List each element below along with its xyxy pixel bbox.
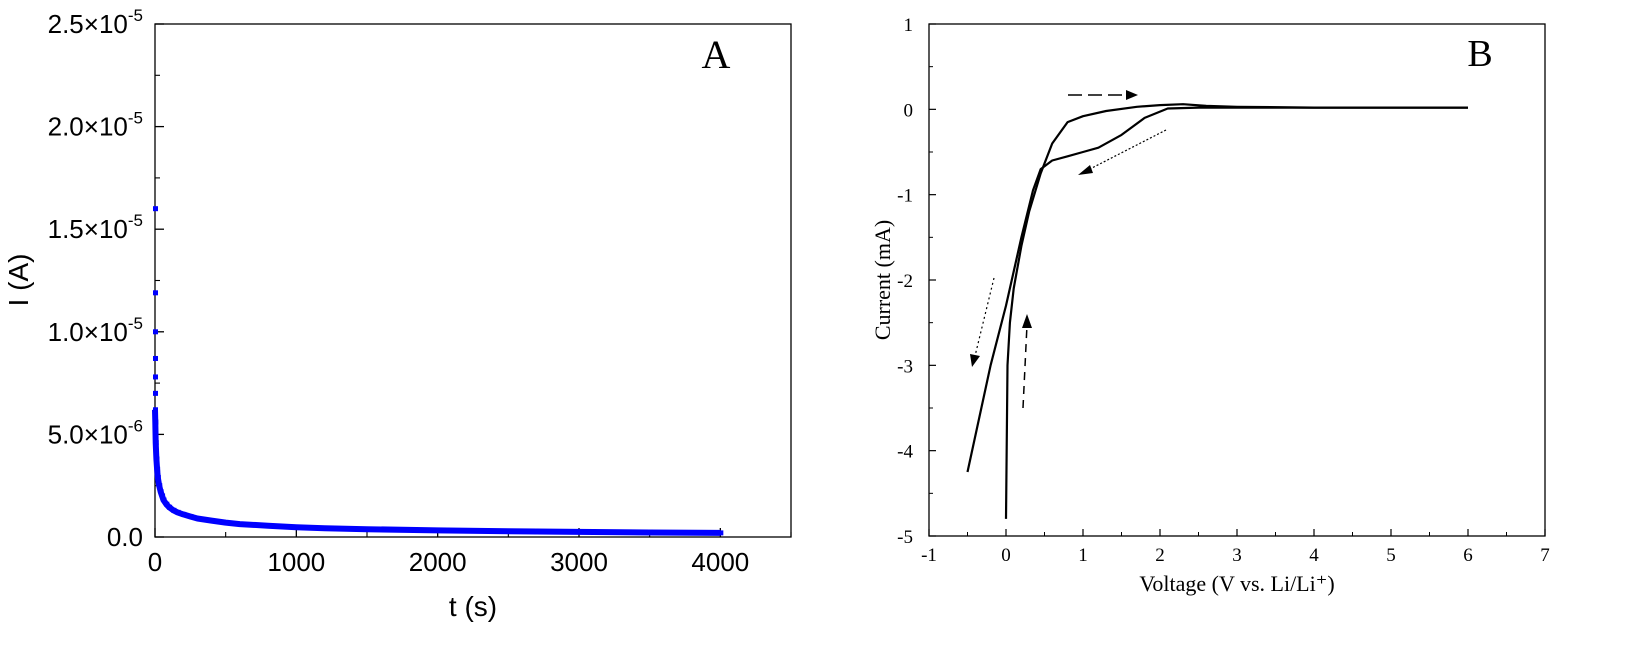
panel-a-data-point (153, 407, 158, 413)
panel-a-data-point (435, 527, 441, 533)
panel-a-data-point (223, 520, 229, 526)
panel-b-plot-frame (928, 23, 1546, 537)
panel-b-series-line-2 (1004, 103, 1468, 519)
panel-a-data-point (294, 524, 300, 530)
panel-a-data-point (154, 456, 160, 462)
panel-b-y-ticks: -5 -4 -3 -2 -1 0 1 (897, 15, 936, 548)
panel-b-y-tick-label: -2 (897, 271, 913, 292)
panel-a-data-point (153, 440, 159, 446)
panel-b-x-tick-label: -1 (921, 545, 937, 566)
panel-a-y-tick-exponent: -5 (128, 211, 143, 230)
panel-a-data-point (365, 526, 370, 532)
arrow-up-right (1022, 314, 1032, 409)
panel-a-data-point (153, 329, 158, 335)
panel-a-y-tick-exponent: -5 (128, 6, 143, 25)
panel-a-data-point (153, 206, 158, 212)
panel-a-data-point (158, 489, 164, 495)
panel-b-y-tick-label: 0 (904, 100, 914, 121)
panel-a-y-tick-exponent: -6 (128, 416, 143, 435)
panel-a-series-curve (152, 409, 721, 536)
arrow-reverse-mid (1078, 129, 1167, 175)
panel-a-y-tick-label: 5.0×10-6 (48, 416, 143, 449)
panel-a-data-point (171, 507, 177, 513)
panel-a-data-point (506, 528, 512, 534)
panel-a-data-point (153, 374, 158, 380)
panel-a-data-point (161, 497, 167, 503)
panel-a-data-point (209, 518, 215, 524)
arrow-forward-top (1068, 90, 1138, 100)
panel-a-data-point (647, 529, 653, 535)
panel-a-x-tick-label: 1000 (267, 547, 325, 577)
panel-b-direction-arrows (970, 90, 1167, 409)
panel-a-label: A (702, 32, 731, 77)
panel-a-data-point (195, 516, 201, 522)
panel-a-plot-frame (154, 23, 792, 538)
panel-a-data-point (160, 493, 166, 499)
panel-b-y-axis-label: Current (mA) (870, 220, 895, 340)
panel-a-data-point (164, 501, 170, 507)
panel-b-y-tick-label: -5 (897, 527, 913, 548)
panel-b-x-tick-label: 7 (1540, 545, 1550, 566)
arrow-down-left (970, 277, 995, 367)
panel-a-y-tick-label: 1.0×10-5 (48, 314, 143, 347)
panel-b-x-tick-label: 3 (1232, 545, 1242, 566)
panel-a-data-point (718, 530, 724, 536)
panel-b-series (966, 103, 1468, 519)
panel-b-series-line-1 (966, 106, 1468, 473)
panel-b-y-tick-label: -3 (897, 356, 913, 377)
panel-a-data-point (188, 513, 194, 519)
panel-a-data-point (157, 483, 163, 489)
panel-a-y-tick-label: 1.5×10-5 (48, 211, 143, 244)
panel-a-x-ticks: 0 1000 2000 3000 4000 (148, 528, 792, 577)
panel-a-y-tick-label: 0.0 (107, 522, 143, 552)
panel-a-x-tick-label: 2000 (409, 547, 467, 577)
panel-a-data-points (152, 206, 724, 536)
panel-a-y-axis-label: I (A) (3, 254, 34, 307)
panel-b-y-tick-label: -4 (897, 442, 913, 463)
panel-a-data-point (175, 509, 181, 515)
panel-a-x-tick-label: 3000 (550, 547, 608, 577)
panel-a-data-point (153, 355, 158, 361)
panel-a-y-tick-exponent: -5 (128, 314, 143, 333)
panel-a-data-point (167, 504, 173, 510)
panel-b-x-tick-label: 0 (1001, 545, 1011, 566)
panel-b-x-tick-label: 6 (1463, 545, 1473, 566)
panel-a-data-point (322, 525, 328, 531)
panel-a-data-point (266, 523, 272, 529)
panel-a-x-tick-label: 0 (148, 547, 162, 577)
panel-b-x-axis-label: Voltage (V vs. Li/Li⁺) (1139, 571, 1334, 596)
panel-b-y-tick-label: -1 (897, 186, 913, 207)
panel-b-x-tick-label: 5 (1386, 545, 1396, 566)
panel-a-data-point (153, 390, 158, 396)
panel-a-data-point (155, 474, 161, 480)
panel-a-y-tick-label: 2.5×10-5 (48, 6, 143, 39)
panel-a-y-tick-label: 2.0×10-5 (48, 109, 143, 142)
panel-b-label: B (1467, 33, 1492, 75)
panel-a: 0.0 5.0×10-6 1.0×10-5 1.5×10-5 2.0×10-5 2.5×1… (3, 6, 792, 622)
panel-a-y-tick-exponent: -5 (128, 109, 143, 128)
panel-a-data-point (155, 466, 161, 472)
panel-a-x-axis-label: t (s) (449, 591, 497, 622)
panel-a-y-ticks: 0.0 5.0×10-6 1.0×10-5 1.5×10-5 2.0×10-5 2.5×1… (48, 6, 164, 552)
panel-b-y-tick-label: 1 (904, 15, 914, 36)
panel-a-x-tick-label: 4000 (691, 547, 749, 577)
panel-a-data-point (153, 419, 159, 425)
panel-a-data-point (181, 511, 187, 517)
panel-b-x-tick-label: 2 (1155, 545, 1165, 566)
panel-b-x-ticks: -1 0 1 2 3 4 5 6 7 (921, 529, 1550, 566)
panel-a-data-point (153, 290, 158, 296)
panel-a-data-point (577, 529, 582, 535)
panel-b-x-tick-label: 4 (1309, 545, 1319, 566)
panel-a-data-point (237, 521, 243, 527)
panel-b-x-tick-label: 1 (1078, 545, 1088, 566)
panel-b: -5 -4 -3 -2 -1 0 1 -1 0 1 2 3 4 5 6 7 B Voltage (V vs.… (870, 15, 1550, 596)
